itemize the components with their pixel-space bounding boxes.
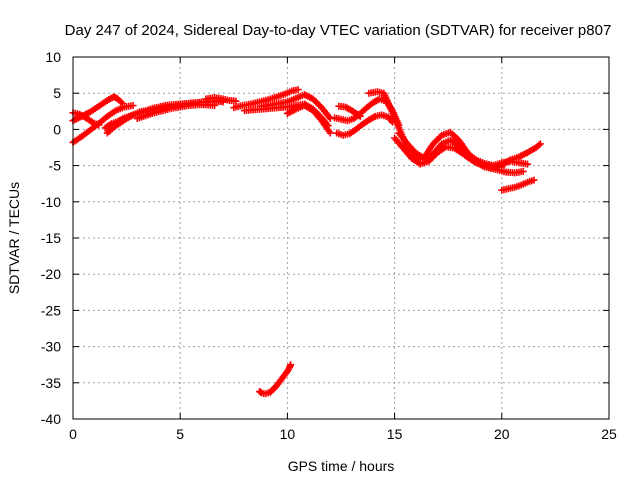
data-series (69, 86, 544, 398)
series-s19 (455, 146, 532, 170)
y-tick-label: -10 (41, 194, 61, 210)
series-s13 (333, 111, 396, 139)
x-tick-label: 25 (601, 426, 617, 442)
data-point-marker (326, 129, 334, 137)
y-tick-label: -35 (41, 375, 61, 391)
y-tick-label: -40 (41, 411, 61, 427)
series-s02 (69, 102, 137, 146)
series-s07 (202, 94, 240, 105)
data-point-marker (524, 160, 532, 168)
chart-title: Day 247 of 2024, Sidereal Day-to-day VTE… (65, 22, 612, 39)
data-point-marker (287, 361, 295, 369)
data-point-marker (129, 102, 137, 110)
y-axis-label: SDTVAR / TECUs (6, 182, 22, 294)
series-s06 (133, 101, 219, 123)
y-tick-label: 0 (53, 121, 61, 137)
x-tick-label: 5 (176, 426, 184, 442)
data-point-marker (355, 111, 363, 119)
data-point-marker (294, 86, 302, 94)
x-tick-label: 10 (280, 426, 296, 442)
y-tick-label: -15 (41, 230, 61, 246)
data-point-marker (535, 141, 543, 149)
data-point-marker (436, 133, 444, 141)
y-tick-label: -25 (41, 302, 61, 318)
series-s10 (258, 91, 334, 123)
y-tick-label: -30 (41, 339, 61, 355)
data-point-marker (117, 98, 125, 106)
series-s20 (498, 176, 538, 194)
series-s15 (335, 102, 364, 120)
data-point-marker (536, 140, 544, 148)
data-point-marker (356, 112, 364, 120)
y-tick-label: 10 (45, 49, 61, 65)
data-point-marker (519, 167, 527, 175)
data-point-marker (530, 176, 538, 184)
axis-ticks: 0 5 10 15 20 25 10 5 0 -5 -10 -15 -20 -25 -30 -35 -40 (41, 49, 617, 442)
data-point-marker (211, 102, 219, 110)
y-tick-label: -20 (41, 266, 61, 282)
x-tick-label: 0 (69, 426, 77, 442)
series-s11 (283, 102, 334, 137)
x-tick-label: 15 (387, 426, 403, 442)
x-tick-label: 20 (494, 426, 510, 442)
y-tick-label: -5 (49, 158, 62, 174)
data-point-marker (232, 97, 240, 105)
series-s12 (256, 361, 295, 398)
x-axis-label: GPS time / hours (288, 458, 395, 474)
y-tick-label: 5 (53, 85, 61, 101)
data-point-marker (95, 121, 103, 129)
